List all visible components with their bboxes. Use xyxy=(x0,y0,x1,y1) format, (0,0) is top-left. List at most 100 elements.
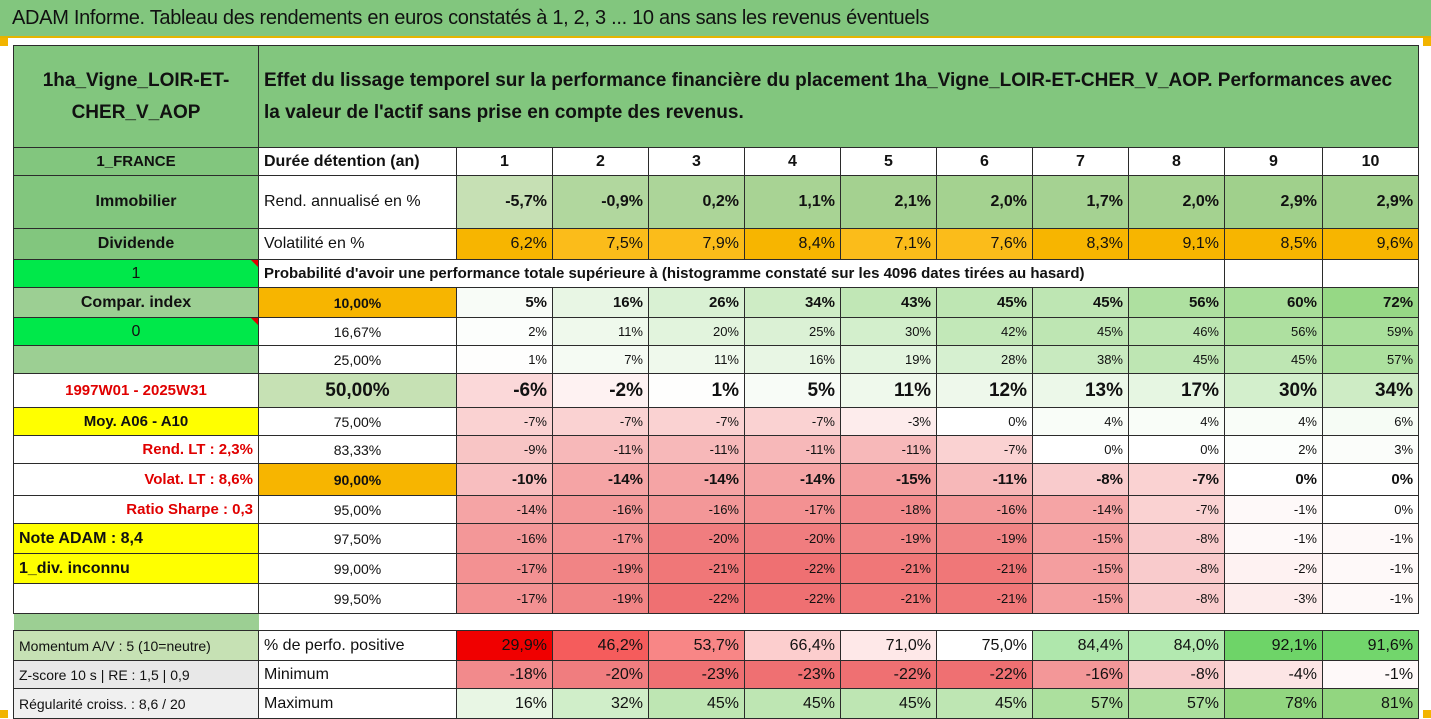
prob-value: -20% xyxy=(744,523,841,554)
spacer-cell xyxy=(1033,614,1129,631)
prob-value: -7% xyxy=(1128,463,1225,496)
prob-value: 72% xyxy=(1321,287,1420,318)
vol-label: Volatilité en % xyxy=(258,228,457,260)
prob-value: 0% xyxy=(1321,495,1420,524)
table-row: 25,00% 1% 7% 11% 16% 19% 28% 38% 45% 45% 57% xyxy=(13,345,1420,374)
table-row: Compar. index 10,00% 5% 16% 26% 34% 43% 45% 45% 5… xyxy=(13,287,1420,318)
bottom-value: 45% xyxy=(840,688,937,719)
prob-value: -19% xyxy=(552,553,649,584)
prob-value: 56% xyxy=(1224,317,1323,346)
prob-value: -16% xyxy=(552,495,649,524)
bottom-value: 78% xyxy=(1224,688,1323,719)
year-header: 8 xyxy=(1128,147,1225,176)
rend-value: 2,9% xyxy=(1321,175,1420,229)
prob-value: 12% xyxy=(936,373,1033,408)
rend-label: Rend. annualisé en % xyxy=(258,175,457,229)
prob-value: -15% xyxy=(1032,583,1129,614)
prob-value: -2% xyxy=(552,373,649,408)
year-header: 9 xyxy=(1224,147,1323,176)
prob-value: -2% xyxy=(1224,553,1323,584)
moy-label: Moy. A06 - A10 xyxy=(13,407,259,436)
prob-value: -8% xyxy=(1128,583,1225,614)
bottom-value: 66,4% xyxy=(744,630,841,661)
bottom-value: 92,1% xyxy=(1224,630,1323,661)
bottom-value: -18% xyxy=(456,660,553,689)
spacer-cell xyxy=(553,614,649,631)
prob-value: -8% xyxy=(1128,553,1225,584)
table-row: Dividende Volatilité en % 6,2% 7,5% 7,9% 8,4%… xyxy=(13,228,1420,260)
prob-value: 11% xyxy=(648,345,745,374)
prob-value: -19% xyxy=(840,523,937,554)
prob-value: -8% xyxy=(1128,523,1225,554)
prob-value: -16% xyxy=(456,523,553,554)
prob-value: -1% xyxy=(1224,495,1323,524)
prob-value: 4% xyxy=(1128,407,1225,436)
prob-value: -19% xyxy=(936,523,1033,554)
bottom-value: 75,0% xyxy=(936,630,1033,661)
rend-value: 2,0% xyxy=(936,175,1033,229)
bottom-value: 81% xyxy=(1321,688,1420,719)
prob-value: -21% xyxy=(648,553,745,584)
table-row xyxy=(13,613,1419,631)
bottom-value: 57% xyxy=(1128,688,1225,719)
bottom-value: -4% xyxy=(1224,660,1323,689)
prob-value: 45% xyxy=(1224,345,1323,374)
bottom-value: 16% xyxy=(456,688,553,719)
prob-value: -16% xyxy=(648,495,745,524)
bottom-left-info: Régularité croiss. : 8,6 / 20 xyxy=(13,688,259,719)
year-header: 10 xyxy=(1321,147,1420,176)
bottom-label: Maximum xyxy=(258,688,457,719)
prob-value: 45% xyxy=(1128,345,1225,374)
volat-lt: Volat. LT : 8,6% xyxy=(13,463,259,496)
rend-value: 1,1% xyxy=(744,175,841,229)
threshold-label: 50,00% xyxy=(258,373,457,408)
prob-value: -1% xyxy=(1321,523,1420,554)
prob-value: -22% xyxy=(648,583,745,614)
prob-value: -3% xyxy=(1224,583,1323,614)
report-title: ADAM Informe. Tableau des rendements en … xyxy=(0,0,1431,38)
vol-value: 8,4% xyxy=(744,228,841,260)
spacer-cell xyxy=(1225,614,1323,631)
year-header: 2 xyxy=(552,147,649,176)
prob-value: -22% xyxy=(744,553,841,584)
prob-value: 57% xyxy=(1321,345,1420,374)
ratio-sharpe: Ratio Sharpe : 0,3 xyxy=(13,495,259,524)
prob-value: -7% xyxy=(456,407,553,436)
vol-value: 7,1% xyxy=(840,228,937,260)
prob-value: 11% xyxy=(840,373,937,408)
prob-value: 1% xyxy=(648,373,745,408)
table-row: Note ADAM : 8,4 97,50% -16% -17% -20% -20% -19… xyxy=(13,523,1420,554)
corner-marker xyxy=(0,38,8,46)
prob-value: 1% xyxy=(456,345,553,374)
performance-table: 1ha_Vigne_LOIR-ET-CHER_V_AOP Effet du lis… xyxy=(13,45,1420,719)
dividend-value: 1 xyxy=(13,259,259,288)
compar-index-value: 0 xyxy=(13,317,259,346)
prob-value: 7% xyxy=(552,345,649,374)
prob-value: -11% xyxy=(744,435,841,464)
table-row: Rend. LT : 2,3% 83,33% -9% -11% -11% -11% -11%… xyxy=(13,435,1420,464)
prob-value: 16% xyxy=(744,345,841,374)
prob-value: -1% xyxy=(1321,553,1420,584)
prob-value: 45% xyxy=(1032,317,1129,346)
table-row: 99,50% -17% -19% -22% -22% -21% -21% -15% -8% -3%… xyxy=(13,583,1420,614)
bottom-label: % de perfo. positive xyxy=(258,630,457,661)
prob-value: 17% xyxy=(1128,373,1225,408)
period-label: 1997W01 - 2025W31 xyxy=(13,373,259,408)
spacer-cell xyxy=(841,614,937,631)
bottom-value: -22% xyxy=(936,660,1033,689)
prob-value: -22% xyxy=(744,583,841,614)
prob-value: -21% xyxy=(840,583,937,614)
prob-value: -18% xyxy=(840,495,937,524)
bottom-value: 45% xyxy=(648,688,745,719)
threshold-label: 16,67% xyxy=(258,317,457,346)
table-row: Volat. LT : 8,6% 90,00% -10% -14% -14% -14% -1… xyxy=(13,463,1420,496)
prob-value: 20% xyxy=(648,317,745,346)
threshold-label: 10,00% xyxy=(258,287,457,318)
empty-side xyxy=(13,583,259,614)
threshold-label: 83,33% xyxy=(258,435,457,464)
prob-value: -7% xyxy=(552,407,649,436)
bottom-value: -23% xyxy=(744,660,841,689)
bottom-left-info: Z-score 10 s | RE : 1,5 | 0,9 xyxy=(13,660,259,689)
prob-value: -11% xyxy=(648,435,745,464)
prob-value: 4% xyxy=(1032,407,1129,436)
